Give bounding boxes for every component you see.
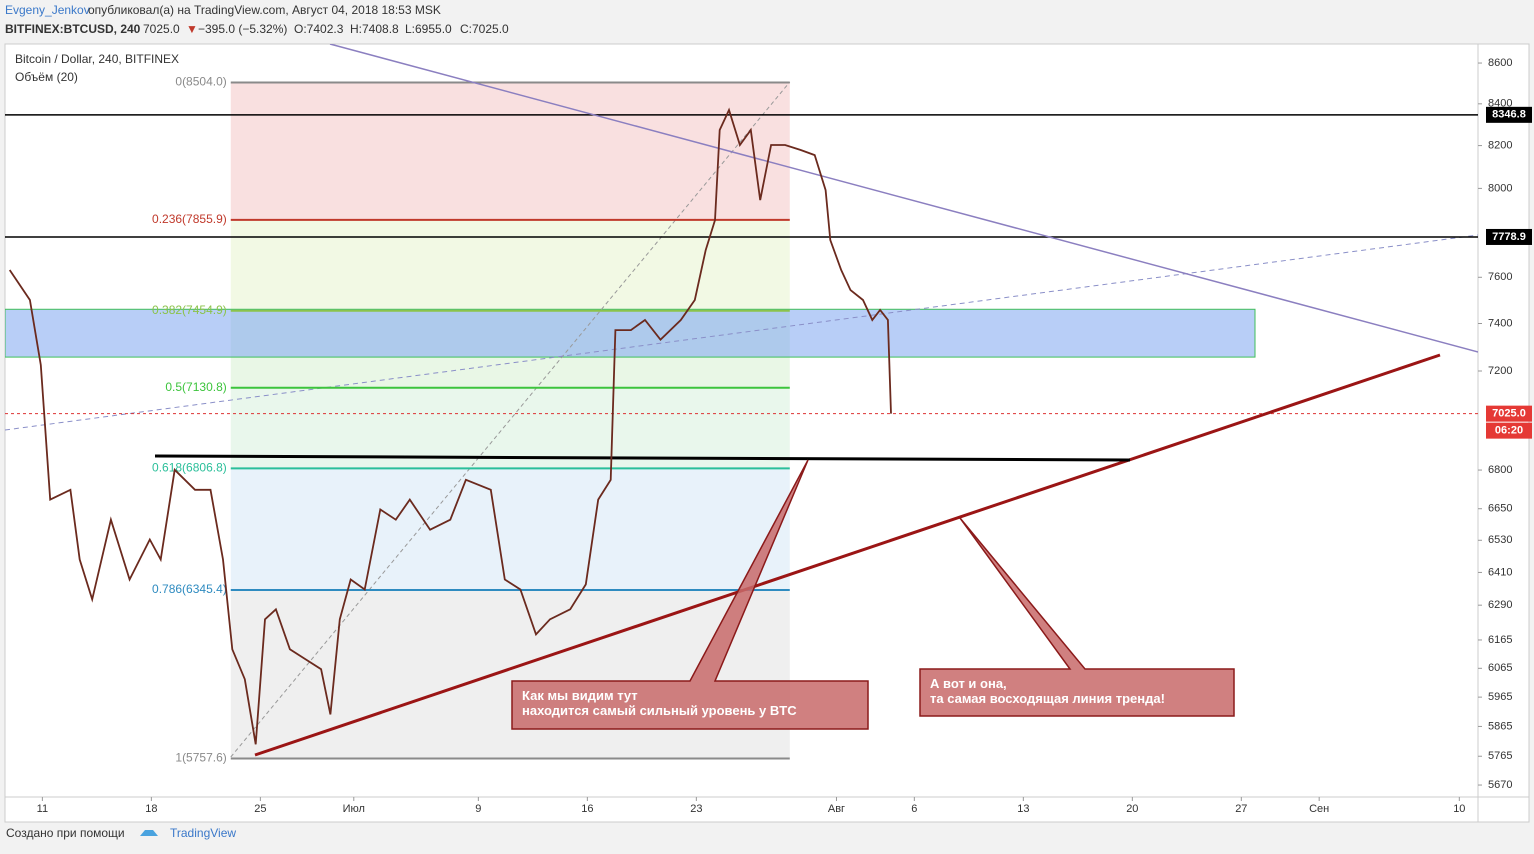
hline-badge: 8346.8 (1492, 109, 1526, 121)
y-tick-label: 6290 (1488, 599, 1512, 611)
y-tick-label: 6165 (1488, 634, 1512, 646)
footer-text: Создано при помощи (6, 826, 125, 840)
x-tick-label: Июл (343, 803, 365, 815)
y-tick-label: 5965 (1488, 691, 1512, 703)
fib-zone (230, 219, 790, 311)
chart-subtitle: Объём (20) (15, 70, 78, 84)
high: H:7408.8 (350, 22, 399, 36)
low: L:6955.0 (405, 22, 452, 36)
y-tick-label: 8200 (1488, 139, 1512, 151)
x-tick-label: 6 (911, 803, 917, 815)
annotation: А вот и она, та самая восходящая линия тр… (930, 676, 1165, 706)
change: −395.0 (−5.32%) (198, 22, 287, 36)
x-tick-label: Авг (828, 803, 845, 815)
fib-zone (230, 468, 790, 590)
resistance-trend (329, 44, 1478, 353)
arrow: ▼ (186, 22, 198, 36)
tv-logo (140, 830, 158, 836)
x-tick-label: Сен (1309, 803, 1329, 815)
callout (919, 517, 1235, 717)
dashed-trend (5, 234, 1478, 431)
fib-label: 1(5757.6) (175, 751, 226, 765)
open: O:7402.3 (294, 22, 344, 36)
fib-trend (230, 81, 791, 758)
fib-label: 0.5(7130.8) (165, 380, 226, 394)
y-tick-label: 5765 (1488, 750, 1512, 762)
y-tick-label: 6530 (1488, 534, 1512, 546)
fib-zone (230, 82, 790, 220)
fib-zone (230, 387, 790, 469)
y-tick-label: 7400 (1488, 317, 1512, 329)
y-tick-label: 8600 (1488, 57, 1512, 69)
chart-title: Bitcoin / Dollar, 240, BITFINEX (15, 52, 179, 66)
overlay: 5670 5765 5865 5965 6065 6165 6290 6410 6530 6650… (37, 57, 1532, 815)
annotation: Как мы видим тут находится самый сильный … (522, 688, 797, 718)
price-badge: 7025.0 (1492, 408, 1526, 420)
fib-label: 0.618(6806.8) (152, 460, 227, 474)
x-tick-label: 20 (1126, 803, 1138, 815)
price-line (8, 107, 892, 745)
x-tick-label: 13 (1017, 803, 1029, 815)
y-tick-label: 8000 (1488, 182, 1512, 194)
y-tick-label: 8400 (1488, 98, 1512, 110)
y-tick-label: 7200 (1488, 365, 1512, 377)
level-line (154, 454, 1131, 462)
hline-badge-bg (1486, 228, 1532, 245)
close: C:7025.0 (460, 22, 509, 36)
symbol: BITFINEX:BTCUSD, 240 (5, 22, 141, 36)
timer-badge: 06:20 (1495, 425, 1523, 437)
y-tick-label: 7600 (1488, 271, 1512, 283)
support-zone (5, 308, 1256, 358)
y-tick-label: 6800 (1488, 464, 1512, 476)
fib-label: 0.382(7454.9) (152, 303, 227, 317)
callout (511, 459, 869, 730)
fib-label: 0.236(7855.9) (152, 212, 227, 226)
y-tick-label: 5670 (1488, 779, 1512, 791)
timer-badge-bg (1486, 422, 1532, 439)
y-tick-label: 6065 (1488, 662, 1512, 674)
y-tick-label: 5865 (1488, 720, 1512, 732)
fib-label: 0(8504.0) (175, 75, 226, 89)
x-tick-label: 23 (690, 803, 702, 815)
y-tick-label: 6410 (1488, 566, 1512, 578)
last: 7025.0 (143, 22, 180, 36)
support-trend (254, 353, 1441, 757)
fib-label: 0.786(6345.4) (152, 582, 227, 596)
x-tick-label: 10 (1453, 803, 1465, 815)
x-tick-label: 18 (145, 803, 157, 815)
x-tick-label: 16 (581, 803, 593, 815)
author[interactable]: Evgeny_Jenkov (5, 3, 90, 17)
hline-badge: 7778.9 (1492, 231, 1526, 243)
y-tick-label: 6650 (1488, 503, 1512, 515)
x-tick-label: 9 (475, 803, 481, 815)
plot: 0(8504.0) 0.236(7855.9) 0.382(7454.9) 0.5(7… (5, 44, 1478, 765)
x-tick-label: 25 (254, 803, 266, 815)
x-tick-label: 27 (1235, 803, 1247, 815)
hline-badge-bg (1486, 106, 1532, 123)
x-tick-label: 11 (37, 803, 48, 815)
footer-brand[interactable]: TradingView (170, 826, 236, 840)
price-badge-bg (1486, 405, 1532, 422)
published: опубликовал(а) на TradingView.com, Авгус… (88, 3, 441, 17)
